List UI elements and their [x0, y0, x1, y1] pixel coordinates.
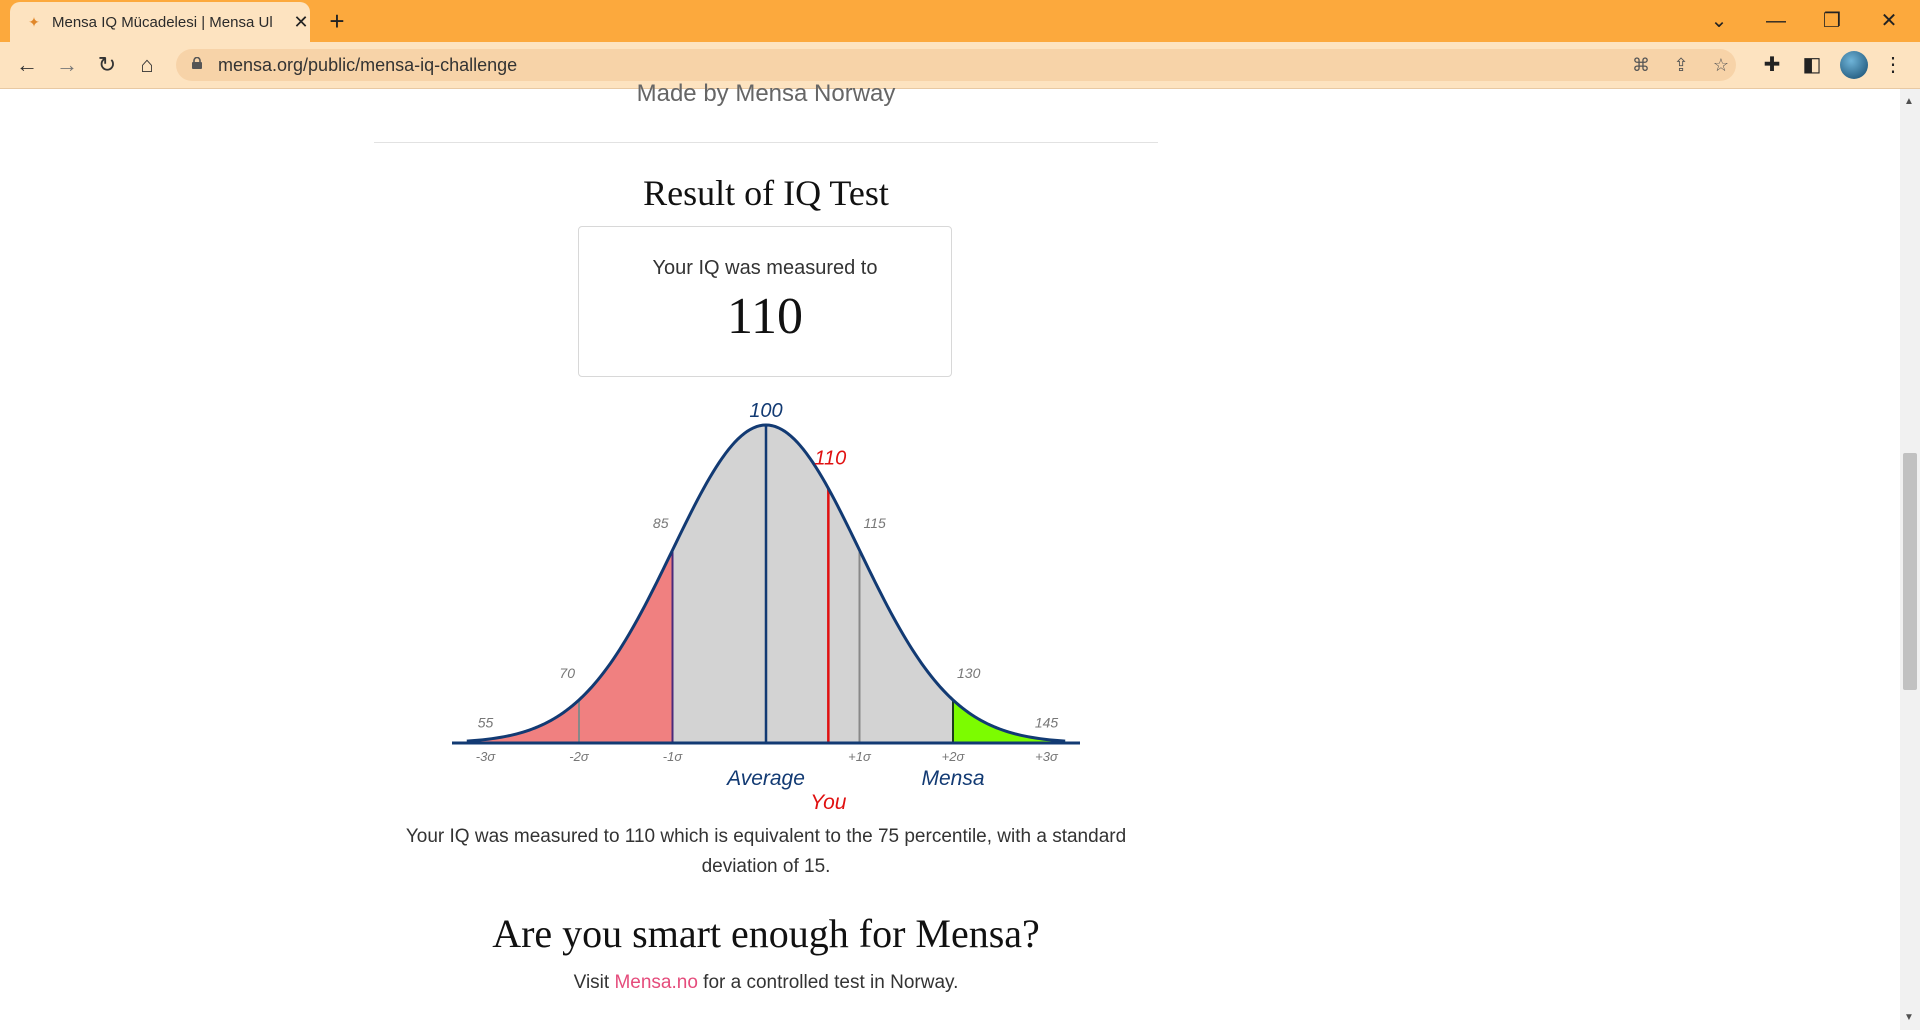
avatar[interactable] — [1840, 51, 1868, 79]
navigation-bar: ← → ↻ ⌂ mensa.org/public/mensa-iq-challe… — [0, 42, 1920, 89]
mensa-favicon-icon: ✦ — [28, 14, 40, 30]
iq-distribution-chart: 100 110 55 70 85 115 130 145 -3σ -2σ -1σ +1σ +2σ +3σ A… — [452, 400, 1080, 814]
made-by-text: Made by Mensa Norway — [636, 80, 896, 107]
divider — [374, 142, 1158, 143]
iq-result-card: Your IQ was measured to 110 — [578, 226, 952, 377]
scroll-up-icon[interactable]: ▲ — [1904, 96, 1914, 107]
scroll-down-icon[interactable]: ▼ — [1904, 1012, 1914, 1023]
minimize-icon[interactable]: — — [1766, 10, 1786, 32]
new-tab-button[interactable]: + — [329, 6, 345, 36]
home-icon[interactable]: ⌂ — [140, 52, 154, 77]
iq-tick-label: 55 — [478, 714, 494, 730]
bookmark-star-icon[interactable]: ☆ — [1712, 55, 1730, 75]
you-value-label: 110 — [814, 447, 846, 469]
sigma-label: +2σ — [942, 749, 966, 764]
forward-icon[interactable]: → — [56, 52, 78, 77]
extensions-icon[interactable]: ✚ — [1763, 54, 1781, 76]
iq-label: Your IQ was measured to — [652, 257, 878, 279]
scrollbar-thumb[interactable] — [1903, 453, 1917, 690]
region-label: You — [810, 791, 847, 814]
sidebar-icon[interactable]: ◧ — [1802, 54, 1822, 76]
address-bar[interactable]: mensa.org/public/mensa-iq-challenge ⌘ ⇪ … — [176, 49, 1736, 81]
sigma-label: +3σ — [1035, 749, 1059, 764]
visit-suffix: for a controlled test in Norway. — [697, 972, 959, 993]
tab-bar: ✦ Mensa IQ Mücadelesi | Mensa Ul ✕ + ⌄ —… — [0, 0, 1920, 42]
visit-text: Visit Mensa.no for a controlled test in … — [374, 972, 1158, 994]
sigma-label: -2σ — [569, 749, 590, 764]
url-text: mensa.org/public/mensa-iq-challenge — [218, 55, 518, 75]
sigma-label: -3σ — [476, 749, 497, 764]
region-label: Mensa — [921, 767, 984, 790]
translate-icon[interactable]: ⌘ — [1632, 55, 1650, 75]
sigma-label: -1σ — [663, 749, 684, 764]
iq-tick-label: 145 — [1035, 714, 1059, 730]
mensa-area — [953, 699, 1066, 743]
iq-tick-label: 115 — [864, 515, 887, 531]
lock-icon — [192, 57, 202, 69]
iq-value: 110 — [726, 288, 804, 345]
tab-search-chevron-icon[interactable]: ⌄ — [1710, 10, 1728, 32]
share-icon[interactable]: ⇪ — [1673, 55, 1689, 75]
bell-curve — [466, 423, 1066, 743]
mensa-no-link[interactable]: Mensa.no — [614, 972, 698, 993]
restore-icon[interactable]: ❐ — [1823, 10, 1841, 32]
result-description: Your IQ was measured to 110 which is equ… — [405, 826, 1127, 877]
iq-tick-label: 70 — [559, 665, 575, 681]
below-average-area — [466, 550, 673, 743]
tab-title: Mensa IQ Mücadelesi | Mensa Ul — [52, 13, 273, 31]
region-label: Average — [725, 767, 805, 790]
result-title: Result of IQ Test — [643, 173, 889, 213]
visit-prefix: Visit — [573, 972, 615, 993]
cta-title: Are you smart enough for Mensa? — [492, 911, 1040, 956]
iq-tick-label: 130 — [957, 665, 981, 681]
iq-tick-label: 85 — [653, 515, 669, 531]
back-icon[interactable]: ← — [16, 52, 38, 77]
menu-icon[interactable]: ⋮ — [1883, 54, 1903, 76]
tab-close-icon[interactable]: ✕ — [293, 11, 309, 32]
close-window-icon[interactable]: ✕ — [1880, 10, 1898, 32]
browser-tab[interactable]: ✦ Mensa IQ Mücadelesi | Mensa Ul ✕ — [10, 2, 310, 42]
reload-icon[interactable]: ↻ — [97, 52, 117, 77]
peak-label: 100 — [749, 400, 782, 422]
sigma-label: +1σ — [848, 749, 872, 764]
